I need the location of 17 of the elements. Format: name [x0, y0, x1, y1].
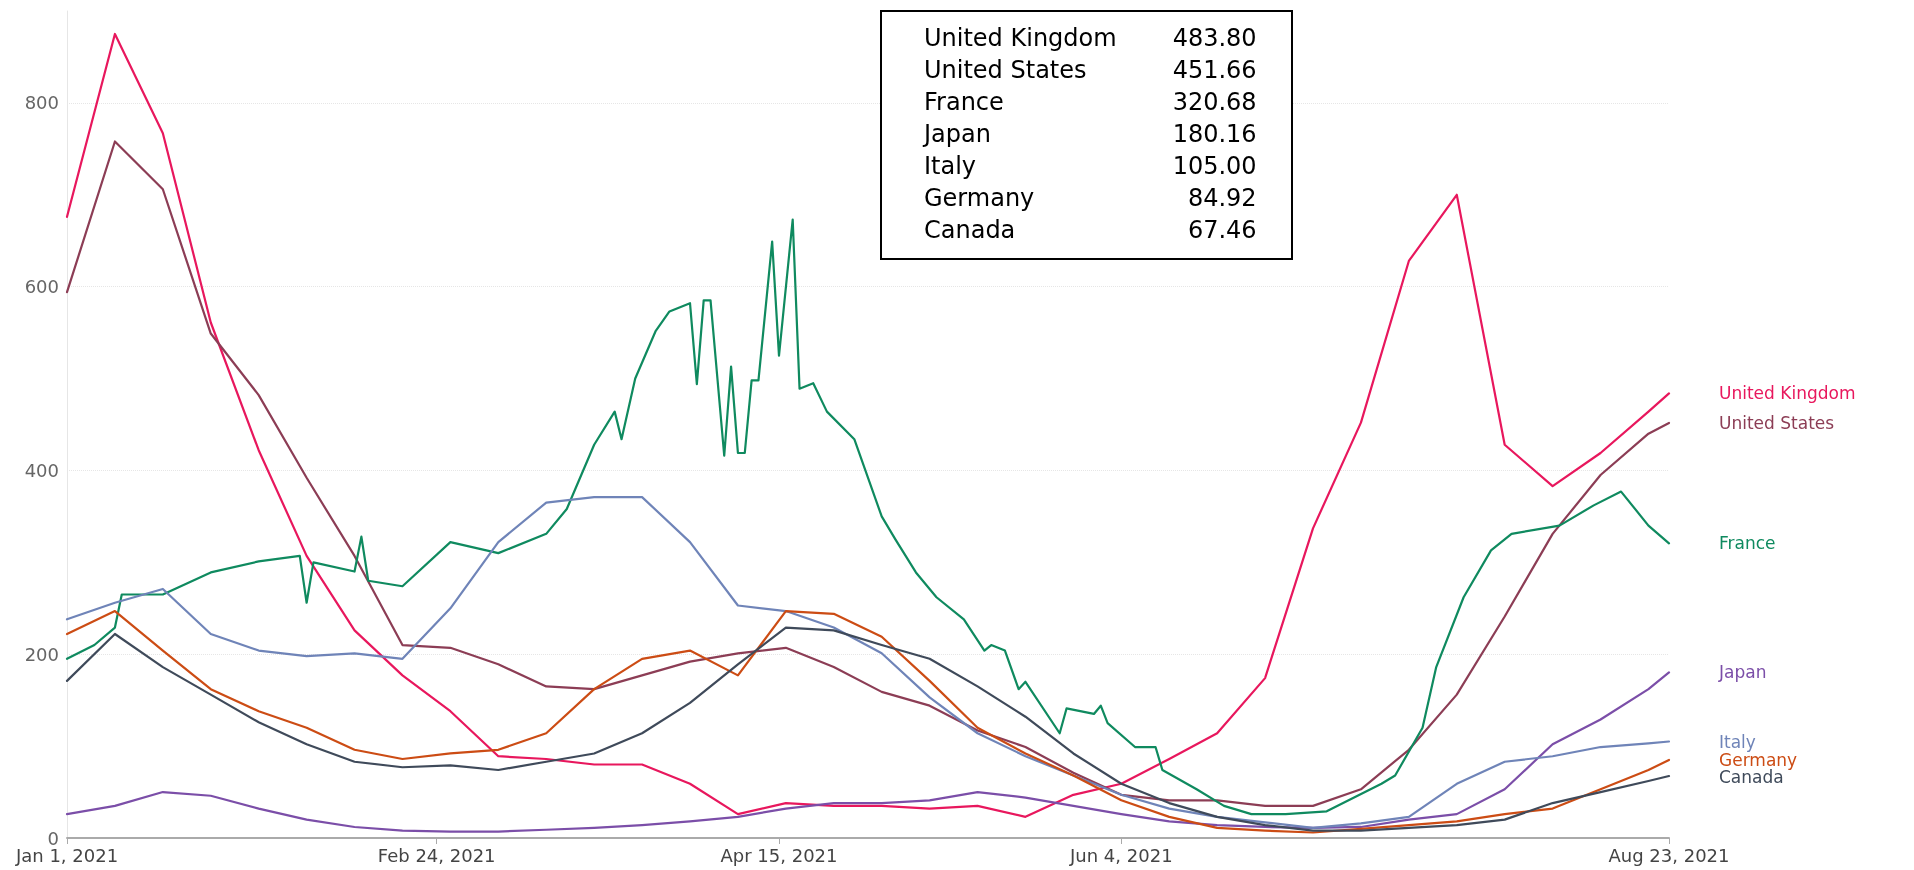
- text: Japan: [1718, 662, 1767, 683]
- y-tick-label: 200: [24, 643, 59, 665]
- line-series: [65, 495, 1671, 829]
- x-tick-label: Jun 4, 2021: [1069, 844, 1173, 866]
- text: United Kingdom: [1719, 383, 1856, 404]
- y-tick-label: 600: [24, 276, 59, 298]
- text: Italy: [1719, 731, 1756, 752]
- table-frame: United Kingdom 483.80 United States 451.66 France 320.68 Japan 180.16 Italy 105.00 Germany 84.92 Canada 67.46: [880, 10, 1293, 260]
- line-series: [65, 671, 1671, 833]
- x-tick-label: Aug 23, 2021: [1608, 844, 1730, 866]
- y-tick-label: 400: [24, 459, 59, 481]
- text: Canada: [1719, 766, 1784, 787]
- text: United States: [1719, 412, 1835, 433]
- x-tick-label: Apr 15, 2021: [720, 844, 838, 866]
- text: France: [1719, 533, 1776, 554]
- x-tick-label: Feb 24, 2021: [377, 844, 496, 866]
- y-tick-label: 800: [24, 92, 59, 114]
